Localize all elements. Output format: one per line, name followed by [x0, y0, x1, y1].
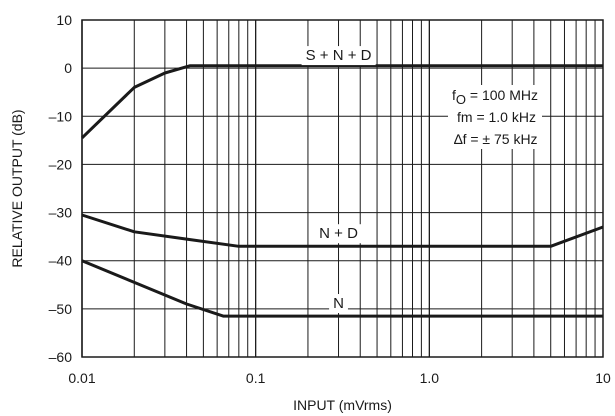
- series-layer: [80, 64, 604, 318]
- x-tick-label: 1.0: [420, 370, 440, 386]
- curve-labels: S + N + D N + D N: [301, 46, 376, 314]
- y-tick-label: –20: [49, 156, 73, 172]
- y-tick-label: 0: [64, 60, 72, 76]
- y-tick-label: –30: [49, 205, 73, 221]
- annotation-modulation-frequency: fm = 1.0 kHz: [457, 109, 536, 125]
- annotation-fo-value: = 100 MHz: [466, 87, 538, 103]
- series-label-2: N + D: [319, 225, 358, 242]
- y-tick-label: –60: [49, 349, 73, 365]
- x-axis-title: INPUT (mVrms): [293, 397, 392, 413]
- series-label-1: S + N + D: [306, 47, 372, 64]
- y-tick-labels: 10 0 –10 –20 –30 –40 –50 –60: [49, 12, 73, 365]
- annotation-deviation: ∆f = ± 75 kHz: [454, 131, 538, 147]
- series-label-background: [301, 46, 376, 66]
- annotation-o-subscript: O: [456, 92, 466, 107]
- y-axis-title: RELATIVE OUTPUT (dB): [9, 109, 25, 267]
- x-tick-label: 0.1: [246, 370, 266, 386]
- y-tick-label: –40: [49, 253, 73, 269]
- series-label-3: N: [333, 295, 344, 312]
- x-tick-label: 10: [595, 370, 611, 386]
- x-tick-label: 0.01: [68, 370, 95, 386]
- y-tick-label: –10: [49, 108, 73, 124]
- series-label-background: [329, 294, 348, 314]
- y-tick-label: 10: [56, 12, 72, 28]
- annotation-f-symbol: f: [452, 87, 456, 103]
- vertical-gridlines: [81, 20, 596, 357]
- series-label-background: [315, 224, 363, 244]
- series-line-2: [81, 213, 604, 248]
- conditions-annotation: fO = 100 MHz fm = 1.0 kHz ∆f = ± 75 kHz: [448, 85, 542, 149]
- plot-frame: [81, 19, 604, 358]
- annotation-background: [448, 85, 542, 149]
- y-tick-label: –50: [49, 301, 73, 317]
- series-line-1: [80, 64, 603, 139]
- x-tick-labels: 0.01 0.1 1.0 10: [68, 370, 611, 386]
- annotation-carrier-frequency: fO = 100 MHz: [452, 87, 538, 107]
- series-line-3: [81, 259, 603, 318]
